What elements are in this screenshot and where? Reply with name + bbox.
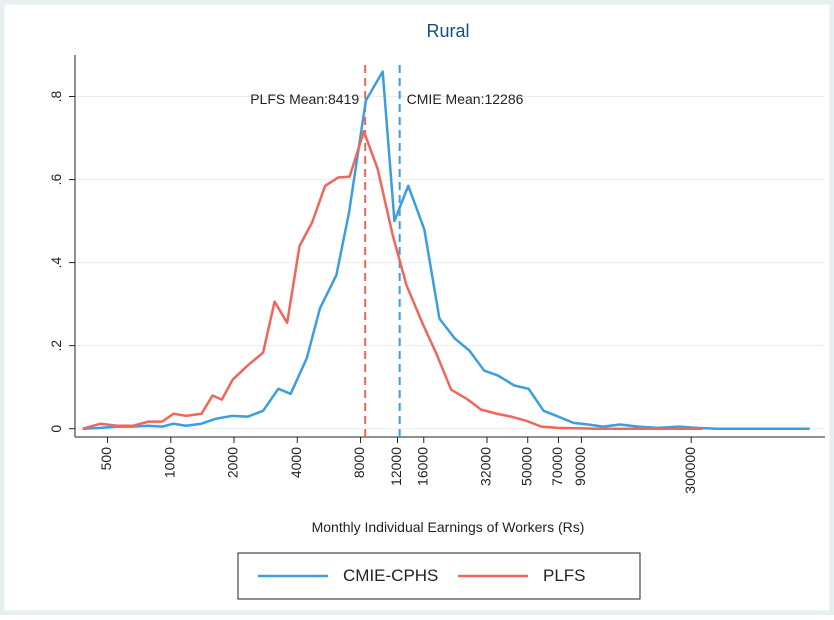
- series-line: [82, 130, 703, 430]
- x-axis-label: Monthly Individual Earnings of Workers (…: [312, 519, 585, 535]
- y-tick-label: .6: [48, 174, 64, 186]
- x-tick-label: 90000: [572, 447, 588, 486]
- y-tick-label: .4: [48, 257, 64, 269]
- x-tick-label: 300000: [682, 447, 698, 494]
- y-tick-label: .2: [48, 340, 64, 352]
- x-tick-label: 70000: [549, 447, 565, 486]
- x-tick-label: 8000: [351, 447, 367, 478]
- x-tick-label: 16000: [414, 447, 430, 486]
- y-tick-label: .8: [48, 90, 64, 102]
- series-line: [82, 70, 810, 430]
- x-tick-label: 32000: [478, 447, 494, 486]
- legend-label: PLFS: [543, 566, 586, 585]
- legend-label: CMIE-CPHS: [343, 566, 438, 585]
- x-tick-label: 4000: [288, 447, 304, 478]
- x-tick-label: 500: [98, 447, 114, 471]
- x-tick-label: 12000: [388, 447, 404, 486]
- mean-label: CMIE Mean:12286: [407, 91, 524, 107]
- y-tick-label: 0: [48, 425, 64, 433]
- x-tick-label: 2000: [225, 447, 241, 478]
- x-tick-label: 50000: [518, 447, 534, 486]
- chart-title: Rural: [426, 21, 469, 41]
- mean-label: PLFS Mean:8419: [250, 91, 359, 107]
- x-tick-label: 1000: [161, 447, 177, 478]
